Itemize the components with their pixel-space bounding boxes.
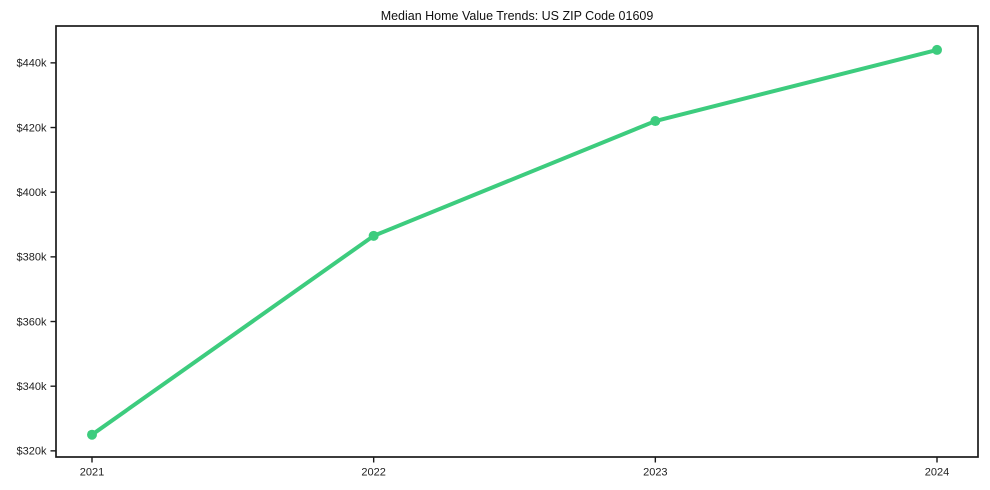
data-point-marker xyxy=(932,44,943,55)
data-point-marker xyxy=(650,116,661,127)
x-tick-label: 2022 xyxy=(361,467,385,479)
y-tick-label: $380k xyxy=(17,252,47,264)
y-tick-label: $400k xyxy=(17,187,47,199)
data-point-marker xyxy=(87,429,97,440)
x-tick-label: 2023 xyxy=(643,467,667,479)
data-point-marker xyxy=(368,230,379,241)
trend-line xyxy=(90,47,940,437)
y-tick-label: $420k xyxy=(17,122,47,134)
x-tick-label: 2024 xyxy=(925,467,949,479)
y-tick-label: $440k xyxy=(17,58,47,70)
y-tick-label: $360k xyxy=(17,316,47,328)
y-tick-label: $340k xyxy=(17,381,47,393)
y-tick-label: $320k xyxy=(17,446,47,458)
chart-title: Median Home Value Trends: US ZIP Code 01… xyxy=(380,9,654,23)
x-tick-label: 2021 xyxy=(80,467,104,479)
plot-border xyxy=(55,25,979,458)
